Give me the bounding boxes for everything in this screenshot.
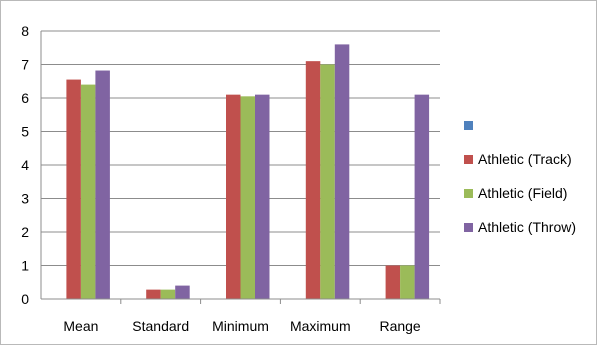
legend-swatch [464,189,473,198]
bar [80,84,96,299]
y-tick-label: 1 [21,258,29,274]
legend-item [464,121,473,130]
y-tick-label: 0 [21,291,29,307]
bar [226,94,241,300]
bars [66,44,430,300]
bar [305,61,321,300]
x-tick-label: Range [379,318,420,334]
x-tick-label: Maximum [290,318,351,334]
bar [95,70,110,299]
legend-swatch [464,155,473,164]
legend: Athletic (Track) Athletic (Field) Athletic… [464,121,576,235]
y-axis-tick-labels: 0 1 2 3 4 5 6 7 8 [21,23,29,307]
bar [334,44,350,300]
x-tick-label: Minimum [212,318,269,334]
legend-label: Athletic (Track) [478,151,572,167]
y-tick-label: 8 [21,23,29,39]
y-tick-label: 4 [21,157,29,173]
legend-item: Athletic (Field) [464,185,567,201]
legend-item: Athletic (Throw) [464,219,576,235]
y-tick-label: 2 [21,224,29,240]
axes [40,31,441,304]
y-tick-label: 3 [21,191,29,207]
y-tick-label: 7 [21,57,29,73]
y-tick-label: 5 [21,124,29,140]
x-tick-label: Mean [63,318,98,334]
bar [146,289,161,299]
legend-swatch [464,121,473,130]
bar [160,289,176,299]
bar [175,285,190,299]
bar [414,94,430,300]
bar [255,94,270,300]
x-tick-label: Standard [132,318,189,334]
y-tick-label: 6 [21,90,29,106]
legend-label: Athletic (Field) [478,185,567,201]
bar [400,265,415,299]
legend-item: Athletic (Track) [464,151,572,167]
bar [320,64,335,299]
bar [66,79,81,299]
bar [385,265,401,299]
x-axis-tick-labels: Mean Standard Minimum Maximum Range [63,318,421,334]
legend-swatch [464,223,473,232]
legend-label: Athletic (Throw) [478,219,576,235]
bar [240,96,255,299]
